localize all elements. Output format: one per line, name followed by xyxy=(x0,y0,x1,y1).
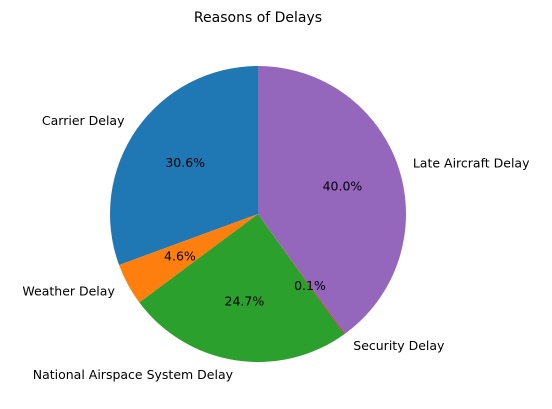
label-national-airspace-system-delay: National Airspace System Delay xyxy=(33,367,234,382)
slice-national-airspace-system-delay xyxy=(139,214,345,362)
pie-labels: Carrier Delay 30.6% Weather Delay 4.6% Natio… xyxy=(22,113,530,382)
label-security-delay: Security Delay xyxy=(353,338,445,353)
label-weather-delay: Weather Delay xyxy=(22,284,115,299)
pct-label-late-aircraft-delay: 40.0% xyxy=(323,179,363,194)
pct-label-weather-delay: 4.6% xyxy=(164,248,196,263)
pct-label-security-delay: 0.1% xyxy=(294,278,326,293)
slice-carrier-delay xyxy=(109,66,258,266)
pct-label-national-airspace-system-delay: 24.7% xyxy=(225,294,265,309)
label-late-aircraft-delay: Late Aircraft Delay xyxy=(413,156,530,171)
label-carrier-delay: Carrier Delay xyxy=(42,113,125,128)
pct-label-carrier-delay: 30.6% xyxy=(165,155,205,170)
slice-weather-delay xyxy=(119,214,259,303)
chart-title: Reasons of Delays xyxy=(194,10,322,26)
slice-late-aircraft-delay xyxy=(258,66,406,334)
pie-slices xyxy=(109,66,406,362)
slice-security-delay xyxy=(258,214,345,335)
